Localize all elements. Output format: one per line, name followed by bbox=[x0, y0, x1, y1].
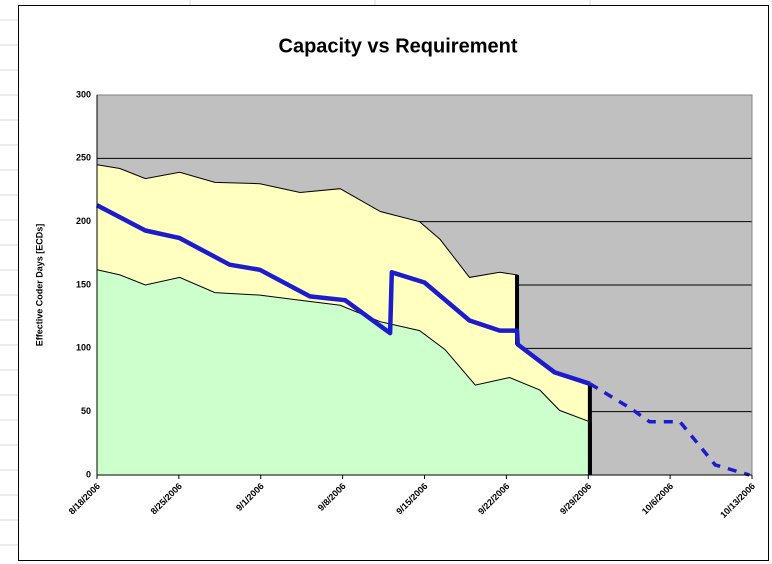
y-axis-label: Effective Coder Days [ECDs] bbox=[34, 224, 44, 347]
line bbox=[95, 203, 591, 386]
dashed-line bbox=[588, 382, 750, 477]
area bbox=[97, 269, 590, 475]
y-tick-label: 50 bbox=[81, 406, 91, 416]
y-tick-label: 250 bbox=[76, 153, 91, 163]
chart-title: Capacity vs Requirement bbox=[279, 35, 518, 57]
y-tick-label: 0 bbox=[86, 469, 91, 479]
sheet-grid bbox=[0, 0, 591, 546]
y-tick-label: 150 bbox=[76, 279, 91, 289]
y-tick-label: 300 bbox=[76, 89, 91, 99]
y-tick-label: 200 bbox=[76, 216, 91, 226]
y-tick-label: 100 bbox=[76, 343, 91, 353]
